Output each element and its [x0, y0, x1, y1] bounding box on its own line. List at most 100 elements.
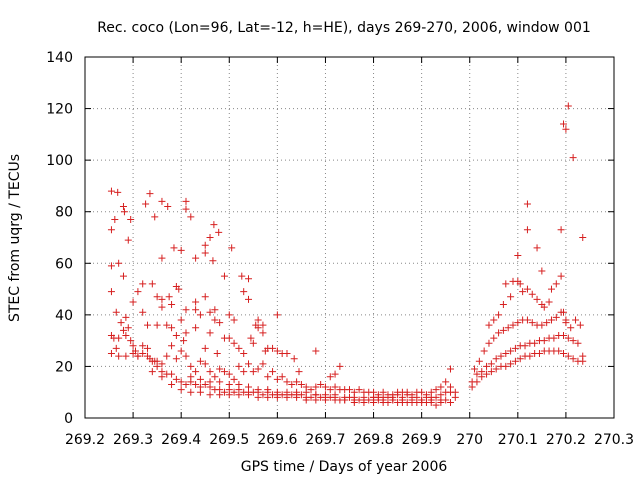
data-point: [206, 234, 214, 241]
data-point: [264, 373, 272, 381]
data-point: [201, 241, 209, 249]
data-point: [579, 234, 587, 241]
y-tick-label: 60: [55, 256, 73, 272]
data-point: [127, 337, 135, 345]
data-point: [519, 288, 527, 296]
data-points: [107, 102, 587, 409]
data-point: [487, 360, 495, 368]
x-tick-label: 269.5: [209, 432, 249, 448]
data-point: [175, 285, 183, 293]
data-point: [437, 383, 445, 391]
data-point: [235, 362, 243, 370]
data-point: [158, 360, 166, 368]
data-point: [220, 368, 228, 376]
data-point: [564, 102, 572, 110]
data-point: [422, 393, 430, 401]
data-point: [567, 324, 575, 332]
data-point: [523, 200, 531, 208]
data-point: [245, 360, 253, 368]
data-point: [122, 331, 130, 339]
data-point: [475, 357, 483, 365]
data-point: [235, 344, 243, 352]
data-point: [516, 355, 524, 363]
x-tick-label: 269.2: [65, 432, 105, 448]
data-point: [196, 388, 204, 396]
data-point: [523, 316, 531, 324]
data-point: [158, 295, 166, 303]
data-point: [336, 362, 344, 370]
data-point: [187, 373, 195, 381]
data-point: [144, 321, 152, 329]
data-point: [196, 375, 204, 383]
data-point: [480, 347, 488, 355]
data-point: [225, 370, 233, 378]
data-point: [560, 331, 568, 339]
data-point: [307, 393, 315, 401]
data-point: [177, 246, 185, 254]
data-point: [576, 321, 584, 329]
data-point: [497, 352, 505, 360]
y-tick-label: 80: [55, 205, 73, 221]
data-point: [168, 301, 176, 309]
data-point: [562, 125, 570, 133]
data-point: [117, 319, 125, 327]
data-point: [557, 272, 565, 280]
data-point: [355, 386, 363, 394]
data-point: [398, 396, 406, 404]
data-point: [350, 393, 358, 401]
data-point: [153, 362, 161, 370]
data-point: [528, 290, 536, 298]
data-point: [283, 388, 291, 396]
data-point: [206, 368, 214, 376]
data-point: [297, 380, 305, 388]
x-tick-label: 269.9: [402, 432, 442, 448]
data-point: [192, 380, 200, 388]
data-point: [115, 259, 123, 267]
data-point: [211, 316, 219, 324]
data-point: [273, 347, 281, 355]
data-point: [187, 388, 195, 396]
data-point: [557, 226, 565, 234]
data-point: [535, 350, 543, 358]
data-point: [317, 380, 325, 388]
data-point: [273, 388, 281, 396]
y-tick-label: 40: [55, 308, 73, 324]
data-point: [564, 334, 572, 342]
y-tick-label: 0: [64, 411, 73, 427]
data-point: [206, 329, 214, 337]
data-point: [523, 226, 531, 234]
data-point: [172, 331, 180, 339]
data-point: [499, 301, 507, 309]
data-point: [384, 393, 392, 401]
data-point: [168, 380, 176, 388]
data-point: [552, 280, 560, 288]
data-point: [187, 362, 195, 370]
data-point: [238, 272, 246, 280]
data-point: [569, 355, 577, 363]
data-point: [216, 391, 224, 399]
data-point: [158, 373, 166, 381]
data-point: [220, 388, 228, 396]
data-point: [293, 388, 301, 396]
data-point: [468, 378, 476, 386]
data-point: [254, 386, 262, 394]
data-point: [574, 339, 582, 347]
data-point: [579, 352, 587, 360]
data-point: [201, 380, 209, 388]
data-point: [564, 352, 572, 360]
data-point: [259, 321, 267, 329]
data-point: [201, 293, 209, 301]
data-point: [254, 324, 262, 332]
chart-title: Rec. coco (Lon=96, Lat=-12, h=HE), days …: [97, 20, 591, 36]
data-point: [168, 370, 176, 378]
data-point: [107, 226, 115, 234]
data-point: [177, 378, 185, 386]
data-point: [502, 362, 510, 370]
data-point: [216, 378, 224, 386]
data-point: [360, 393, 368, 401]
data-point: [182, 306, 190, 314]
data-point: [192, 254, 200, 262]
data-point: [177, 386, 185, 394]
data-point: [418, 396, 426, 404]
data-point: [326, 386, 334, 394]
